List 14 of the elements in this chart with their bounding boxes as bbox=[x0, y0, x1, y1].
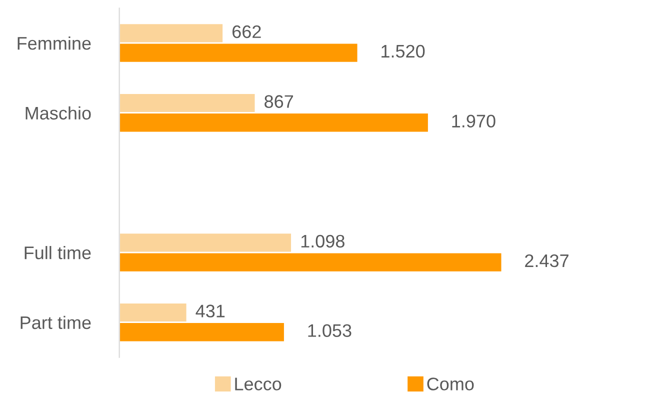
data-label: 662 bbox=[232, 25, 261, 38]
data-label: 2.437 bbox=[525, 254, 568, 268]
data-label: 1.053 bbox=[308, 324, 352, 337]
data-label: 1.970 bbox=[452, 114, 496, 128]
legend-label: Lecco bbox=[235, 378, 282, 390]
data-label: 1.520 bbox=[382, 44, 425, 58]
y-tick-label: Full time bbox=[24, 246, 91, 260]
legend-label: Como bbox=[427, 378, 474, 390]
data-label: 1.098 bbox=[301, 234, 344, 248]
data-label: 867 bbox=[264, 95, 293, 108]
y-tick-label: Femmine bbox=[18, 36, 91, 50]
data-label: 431 bbox=[196, 304, 225, 318]
y-tick-label: Part time bbox=[20, 316, 91, 330]
y-tick-label: Maschio bbox=[26, 106, 91, 120]
